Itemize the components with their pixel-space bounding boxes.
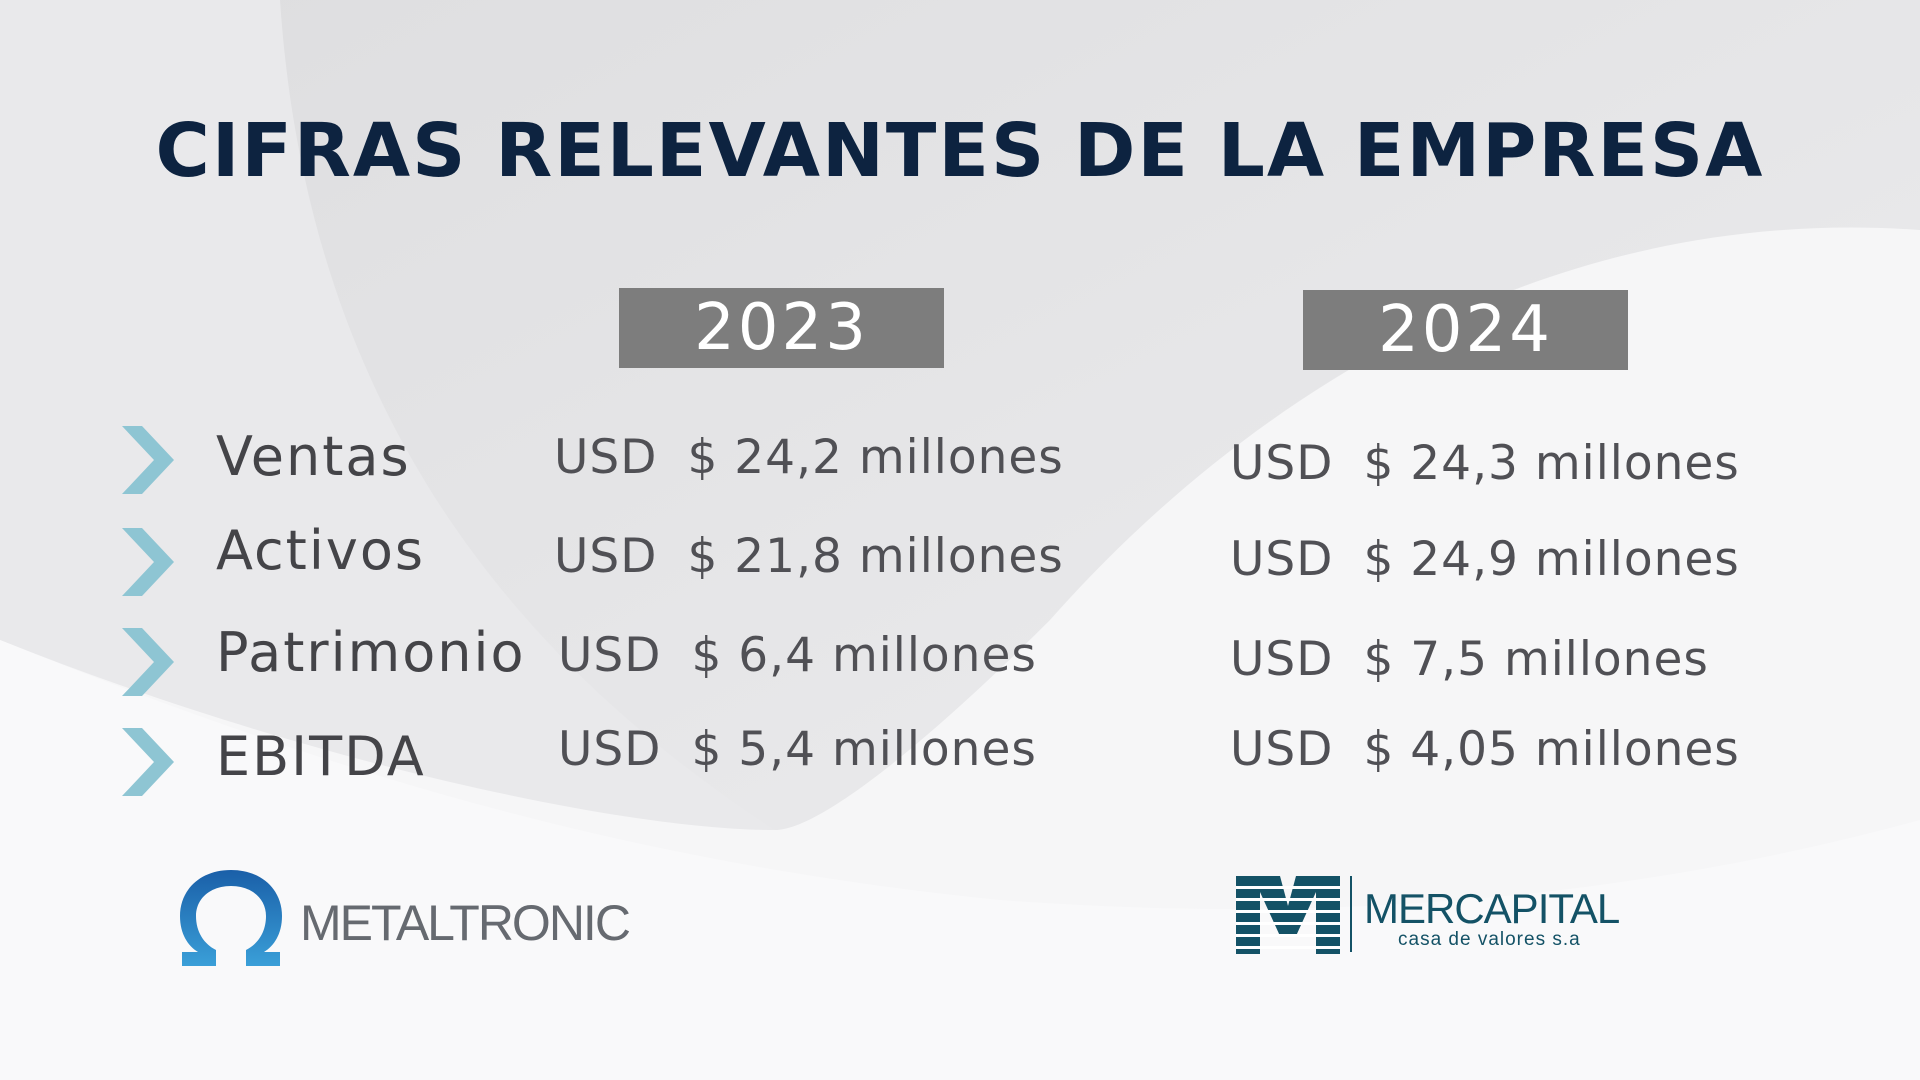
currency-label: USD <box>554 430 658 485</box>
chevron-right-icon <box>122 528 174 596</box>
metric-label: Ventas <box>216 425 411 488</box>
chevron-right-icon <box>122 728 174 796</box>
amount: $ 24,3 millones <box>1363 436 1740 491</box>
metric-value-2023: USD $ 5,4 millones <box>558 726 1037 773</box>
metric-value-2023: USD $ 21,8 millones <box>554 533 1064 580</box>
slide-title: CIFRAS RELEVANTES DE LA EMPRESA <box>155 108 1765 194</box>
chevron-right-icon <box>122 628 174 696</box>
metric-value-2024: USD $ 4,05 millones <box>1230 726 1740 773</box>
omega-icon <box>180 870 282 966</box>
amount: $ 24,9 millones <box>1363 532 1740 587</box>
mercapital-wordmark: MERCAPITAL <box>1364 885 1620 932</box>
mercapital-logo: MERCAPITAL casa de valores s.a <box>1236 872 1656 972</box>
metric-row-activos: Activos USD $ 21,8 millones USD $ 24,9 mil… <box>0 518 1920 608</box>
metric-value-2024: USD $ 24,9 millones <box>1230 536 1740 583</box>
currency-label: USD <box>1230 436 1334 491</box>
currency-label: USD <box>558 628 662 683</box>
currency-label: USD <box>558 722 662 777</box>
mercapital-tagline: casa de valores s.a <box>1398 929 1581 950</box>
metaltronic-logo: METALTRONIC <box>176 866 631 970</box>
metric-value-2024: USD $ 7,5 millones <box>1230 636 1709 683</box>
metric-value-2023: USD $ 6,4 millones <box>558 632 1037 679</box>
metric-row-ventas: Ventas USD $ 24,2 millones USD $ 24,3 mill… <box>0 420 1920 510</box>
metric-label: Patrimonio <box>216 621 526 684</box>
metric-row-patrimonio: Patrimonio USD $ 6,4 millones USD $ 7,5 mi… <box>0 618 1920 708</box>
logo-divider <box>1350 876 1352 952</box>
year-header-2023: 2023 <box>619 288 944 368</box>
chevron-right-icon <box>122 426 174 494</box>
metric-row-ebitda: EBITDA USD $ 5,4 millones USD $ 4,05 millo… <box>0 716 1920 806</box>
metric-value-2024: USD $ 24,3 millones <box>1230 440 1740 487</box>
amount: $ 5,4 millones <box>691 722 1037 777</box>
amount: $ 4,05 millones <box>1363 722 1740 777</box>
metric-label: Activos <box>216 519 425 582</box>
currency-label: USD <box>554 529 658 584</box>
metaltronic-wordmark: METALTRONIC <box>300 895 631 951</box>
amount: $ 7,5 millones <box>1363 632 1709 687</box>
metric-value-2023: USD $ 24,2 millones <box>554 434 1064 481</box>
currency-label: USD <box>1230 632 1334 687</box>
metric-label: EBITDA <box>216 725 426 788</box>
amount: $ 21,8 millones <box>687 529 1064 584</box>
currency-label: USD <box>1230 532 1334 587</box>
amount: $ 24,2 millones <box>687 430 1064 485</box>
currency-label: USD <box>1230 722 1334 777</box>
year-header-2024: 2024 <box>1303 290 1628 370</box>
m-mark-icon <box>1236 876 1340 954</box>
amount: $ 6,4 millones <box>691 628 1037 683</box>
